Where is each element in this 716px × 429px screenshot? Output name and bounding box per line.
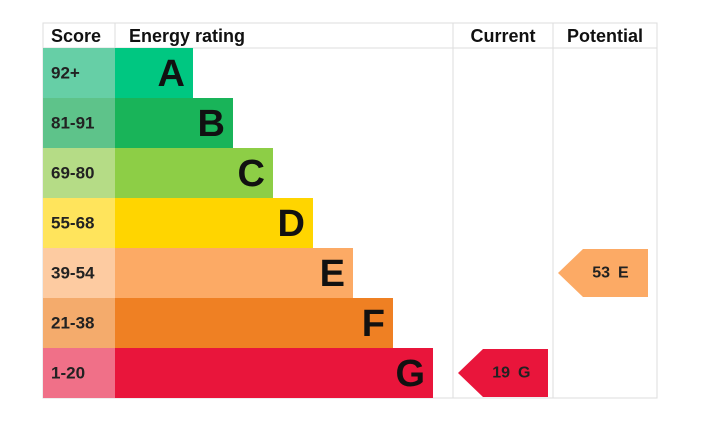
band-bar xyxy=(115,348,433,398)
score-cell xyxy=(43,98,115,148)
band-letter: B xyxy=(198,103,225,145)
current-arrow xyxy=(458,349,548,397)
band-bar xyxy=(115,248,353,298)
score-label: 39-54 xyxy=(51,264,95,283)
header-current: Current xyxy=(470,26,535,46)
current-value: 19 xyxy=(492,365,510,382)
potential-arrow xyxy=(558,249,648,297)
score-cell xyxy=(43,48,115,98)
band-letter: E xyxy=(320,253,345,295)
score-cell xyxy=(43,348,115,398)
score-label: 92+ xyxy=(51,64,80,83)
band-letter: D xyxy=(278,203,305,245)
header-score: Score xyxy=(51,26,101,46)
score-cell xyxy=(43,248,115,298)
band-bar xyxy=(115,148,273,198)
header-potential: Potential xyxy=(567,26,643,46)
score-cell xyxy=(43,148,115,198)
band-letter: C xyxy=(238,153,265,195)
current-letter: G xyxy=(518,365,530,382)
potential-letter: E xyxy=(618,265,629,282)
potential-value: 53 xyxy=(592,265,610,282)
band-bar xyxy=(115,298,393,348)
band-letter: G xyxy=(395,353,425,395)
band-bar xyxy=(115,98,233,148)
score-cell xyxy=(43,298,115,348)
band-letter: A xyxy=(158,53,185,95)
score-label: 81-91 xyxy=(51,114,94,133)
score-label: 21-38 xyxy=(51,314,94,333)
score-cell xyxy=(43,198,115,248)
header-rating: Energy rating xyxy=(129,26,245,46)
score-label: 69-80 xyxy=(51,164,94,183)
band-bar xyxy=(115,198,313,248)
band-letter: F xyxy=(362,303,385,345)
band-bar xyxy=(115,48,193,98)
score-label: 1-20 xyxy=(51,364,85,383)
score-label: 55-68 xyxy=(51,214,94,233)
